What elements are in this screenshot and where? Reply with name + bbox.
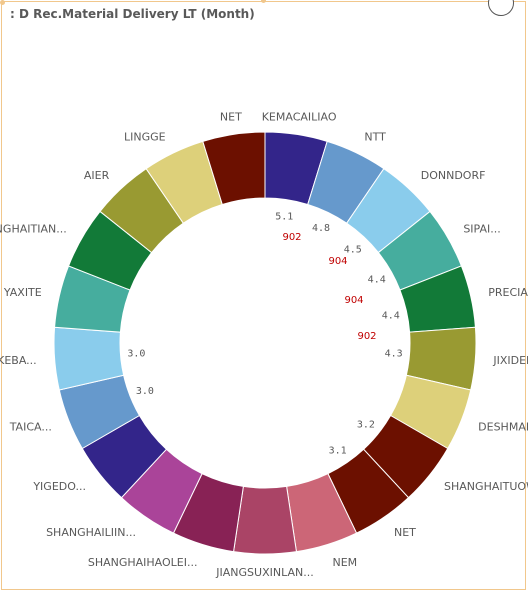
category-label: JIANGSUXINLAN... [215, 566, 313, 579]
category-label: YAXITE [3, 286, 42, 299]
value-label: 3.1 [329, 446, 347, 457]
category-label: AIER [84, 169, 110, 182]
resize-handle-top-left[interactable] [0, 0, 5, 5]
value-label: 5.1 [275, 211, 293, 222]
category-label: YIGEDO... [32, 480, 86, 493]
category-label: SHANGHAITIAN... [0, 223, 67, 236]
category-label: TAICA... [9, 421, 52, 434]
category-label: SHANGHAITUOWEI... [444, 480, 528, 493]
value-label: 4.3 [385, 349, 403, 360]
category-label: DONNDORF [421, 169, 486, 182]
category-label: NET [220, 111, 242, 124]
category-label: PRECIA... [488, 286, 528, 299]
donut-slice[interactable] [232, 485, 298, 555]
value-label: 3.0 [127, 349, 145, 360]
category-label: NTT [364, 131, 386, 144]
category-label: KEBA... [0, 354, 37, 367]
category-label: DESHMAN... [478, 421, 528, 434]
chart-title: : D Rec.Material Delivery LT (Month) [10, 7, 255, 21]
category-label: JIXIDELI [492, 354, 528, 367]
category-label: KEMACAILIAO [262, 111, 337, 124]
value-label: 4.4 [368, 275, 386, 286]
value-label: 4.4 [382, 310, 400, 321]
value-label: 3.2 [357, 419, 375, 430]
resize-handle-top[interactable] [261, 0, 266, 3]
secondary-value-label: 902 [357, 331, 376, 342]
secondary-value-label: 904 [344, 295, 363, 306]
category-label: NET [394, 526, 416, 539]
category-label: SHANGHAILIIN... [46, 526, 136, 539]
secondary-value-label: 904 [328, 256, 347, 267]
value-label: 4.8 [312, 223, 330, 234]
donut-slice[interactable] [202, 131, 266, 206]
category-label: LINGGE [124, 131, 166, 144]
category-label: NEM [332, 556, 357, 569]
category-label: SIPAI... [463, 223, 500, 236]
category-label: SHANGHAIHAOLEI... [88, 556, 198, 569]
secondary-value-label: 902 [282, 232, 301, 243]
value-label: 4.5 [344, 244, 362, 255]
value-label: 3.0 [136, 386, 154, 397]
